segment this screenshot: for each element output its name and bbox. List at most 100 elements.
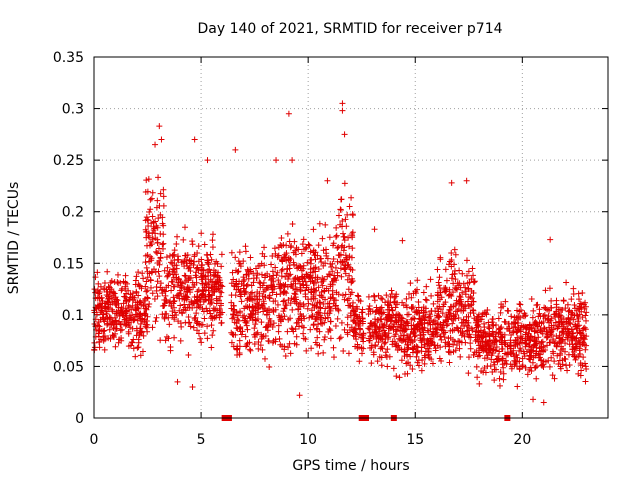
data-point — [391, 338, 398, 345]
data-point — [143, 278, 150, 285]
data-point — [126, 304, 133, 311]
data-point — [172, 271, 179, 278]
data-point — [359, 315, 366, 322]
data-point — [121, 318, 128, 325]
data-point — [536, 310, 543, 317]
data-point — [170, 251, 177, 258]
data-point — [234, 269, 241, 276]
data-point — [556, 334, 563, 341]
data-point — [566, 319, 573, 326]
data-point — [499, 355, 506, 362]
data-point — [377, 316, 384, 323]
data-point — [324, 255, 331, 262]
data-point — [357, 318, 364, 325]
data-point — [274, 301, 281, 308]
data-point — [320, 276, 327, 283]
data-point — [235, 268, 242, 275]
data-point — [576, 347, 583, 354]
data-point — [96, 338, 103, 345]
data-point — [426, 342, 433, 349]
data-point — [316, 299, 323, 306]
data-point — [575, 296, 582, 303]
data-point — [579, 331, 586, 338]
data-point — [455, 315, 462, 322]
data-point — [125, 287, 132, 294]
data-point — [512, 342, 519, 349]
data-point — [199, 280, 206, 287]
data-point — [96, 289, 103, 296]
data-point — [300, 330, 307, 337]
data-point — [181, 224, 188, 231]
data-point — [445, 348, 452, 355]
data-point — [339, 258, 346, 265]
data-point — [522, 340, 529, 347]
data-point — [442, 266, 449, 273]
data-point — [256, 279, 263, 286]
data-point — [266, 364, 273, 371]
data-point — [547, 304, 554, 311]
data-point — [519, 362, 526, 369]
data-point — [108, 286, 115, 293]
data-point — [398, 357, 405, 364]
data-point — [473, 363, 480, 370]
data-point — [340, 247, 347, 254]
data-point — [516, 366, 523, 373]
data-point — [218, 263, 225, 270]
data-point — [146, 234, 153, 241]
data-point — [248, 296, 255, 303]
data-point — [527, 349, 534, 356]
data-point — [169, 312, 176, 319]
data-point — [201, 241, 208, 248]
data-point — [403, 352, 410, 359]
data-point — [188, 257, 195, 264]
data-point — [562, 305, 569, 312]
data-point — [232, 292, 239, 299]
data-point — [209, 231, 216, 238]
data-point — [417, 332, 424, 339]
data-point — [536, 348, 543, 355]
data-point — [446, 292, 453, 299]
data-point — [429, 321, 436, 328]
data-point — [444, 321, 451, 328]
data-point — [510, 328, 517, 335]
data-point — [356, 344, 363, 351]
data-point — [579, 314, 586, 321]
data-point — [260, 332, 267, 339]
data-point — [539, 338, 546, 345]
data-point — [270, 320, 277, 327]
data-point — [232, 254, 239, 261]
data-point — [355, 322, 362, 329]
data-point — [533, 375, 540, 382]
data-point — [502, 350, 509, 357]
data-point — [482, 339, 489, 346]
data-point — [563, 279, 570, 286]
data-point — [546, 363, 553, 370]
data-point — [415, 299, 422, 306]
data-point — [254, 270, 261, 277]
data-point — [465, 313, 472, 320]
data-point — [148, 269, 155, 276]
data-point — [452, 311, 459, 318]
data-point — [468, 325, 475, 332]
data-point — [290, 285, 297, 292]
data-point — [540, 319, 547, 326]
data-point — [580, 339, 587, 346]
data-point — [317, 305, 324, 312]
data-point — [272, 306, 279, 313]
data-point — [448, 275, 455, 282]
data-point — [373, 329, 380, 336]
data-point — [276, 335, 283, 342]
data-point — [571, 312, 578, 319]
data-point — [143, 324, 150, 331]
data-point — [485, 319, 492, 326]
data-point — [247, 254, 254, 261]
data-point — [242, 333, 249, 340]
data-point — [95, 280, 102, 287]
data-point — [372, 316, 379, 323]
data-point — [242, 343, 249, 350]
data-point — [509, 329, 516, 336]
data-point — [201, 315, 208, 322]
data-point — [205, 297, 212, 304]
data-point — [381, 340, 388, 347]
data-point — [230, 311, 237, 318]
